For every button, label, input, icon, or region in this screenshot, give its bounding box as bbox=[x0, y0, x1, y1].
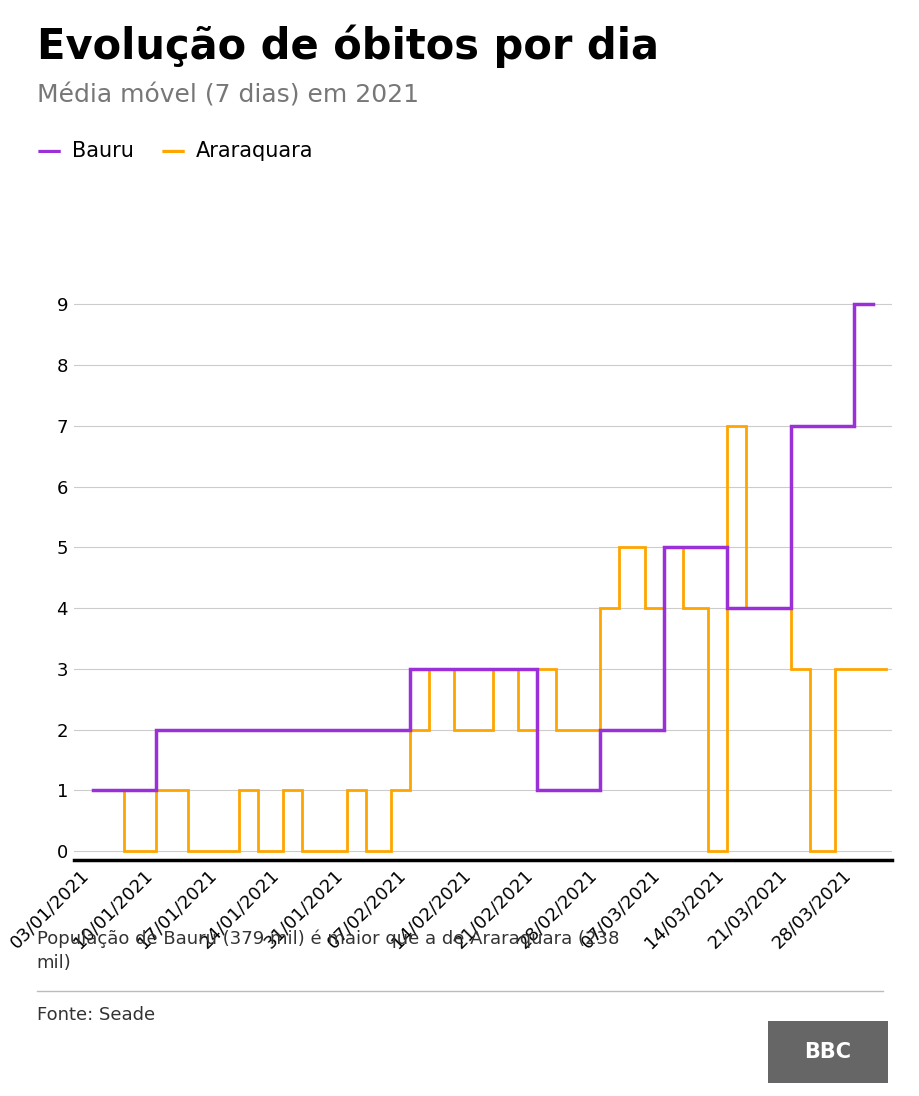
Text: População de Bauru (379 mil) é maior que a de Araraquara (238
mil): População de Bauru (379 mil) é maior que… bbox=[37, 929, 618, 971]
Text: —: — bbox=[37, 139, 62, 163]
Text: Média móvel (7 dias) em 2021: Média móvel (7 dias) em 2021 bbox=[37, 83, 418, 107]
Text: Bauru: Bauru bbox=[72, 141, 133, 161]
Text: Fonte: Seade: Fonte: Seade bbox=[37, 1006, 154, 1024]
Text: —: — bbox=[161, 139, 186, 163]
Text: Evolução de óbitos por dia: Evolução de óbitos por dia bbox=[37, 24, 658, 68]
Text: BBC: BBC bbox=[803, 1042, 851, 1062]
Text: Araraquara: Araraquara bbox=[196, 141, 313, 161]
